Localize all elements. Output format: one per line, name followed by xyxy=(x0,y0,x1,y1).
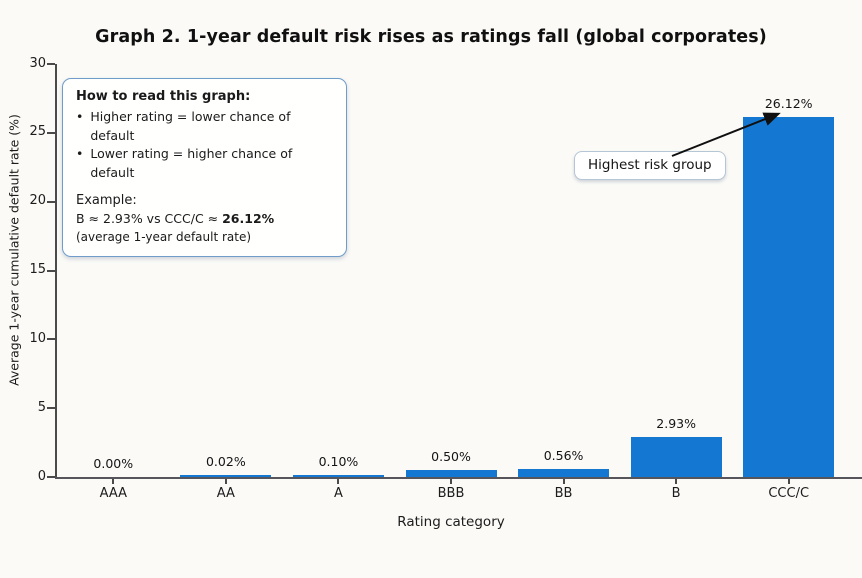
bar-B xyxy=(630,436,722,477)
x-tick-mark xyxy=(337,479,340,484)
how-to-read-box: How to read this graph: • Higher rating … xyxy=(62,78,347,257)
y-tick-mark xyxy=(47,63,55,65)
bar-value-label: 0.00% xyxy=(93,456,134,471)
example-heading: Example: xyxy=(76,193,137,209)
bar-value-label: 0.02% xyxy=(205,454,246,469)
x-tick-label: AA xyxy=(216,486,235,501)
y-tick-mark xyxy=(47,338,55,341)
y-tick-label: 0 xyxy=(37,468,46,484)
bar-A xyxy=(292,475,384,477)
bar-CCC/C xyxy=(743,117,835,477)
x-tick-label: B xyxy=(671,486,681,501)
x-tick-label: A xyxy=(333,486,343,501)
bar-value-label: 26.12% xyxy=(764,96,813,112)
info-bullet-1-text: Higher rating = lower chance of default xyxy=(90,109,291,143)
y-tick-label: 5 xyxy=(37,399,46,415)
x-tick-mark xyxy=(675,479,678,484)
y-tick-mark xyxy=(47,476,55,478)
example-value: 26.12% xyxy=(222,211,275,227)
bullet-icon: • xyxy=(76,109,84,125)
example-prefix: B ≈ 2.93% vs CCC/C ≈ xyxy=(76,211,223,227)
y-tick-mark xyxy=(47,200,55,203)
x-tick-mark xyxy=(787,479,790,484)
bar-value-label: 2.93% xyxy=(656,415,696,431)
x-tick-mark xyxy=(112,479,115,484)
y-axis-spine xyxy=(55,64,57,479)
y-tick-label: 15 xyxy=(29,262,46,277)
x-axis-spine xyxy=(55,477,862,479)
y-tick-mark xyxy=(47,131,55,134)
chart-title: Graph 2. 1-year default risk rises as ra… xyxy=(95,27,767,47)
x-tick-label: BBB xyxy=(437,486,465,501)
x-tick-label: AAA xyxy=(99,486,127,501)
x-tick-mark xyxy=(450,479,452,484)
x-tick-mark xyxy=(224,479,227,484)
x-axis-label: Rating category xyxy=(397,514,505,530)
y-tick-label: 30 xyxy=(29,55,46,71)
highest-risk-callout: Highest risk group xyxy=(574,151,726,180)
bar-BB xyxy=(518,469,610,477)
bar-value-label: 0.56% xyxy=(543,448,584,464)
x-tick-label: CCC/C xyxy=(768,486,810,501)
y-tick-label: 20 xyxy=(29,193,46,209)
y-tick-mark xyxy=(47,407,55,410)
y-tick-label: 25 xyxy=(29,124,46,140)
bar-value-label: 0.50% xyxy=(431,449,471,465)
y-tick-label: 10 xyxy=(29,330,46,346)
x-tick-mark xyxy=(562,479,565,484)
example-note: (average 1-year default rate) xyxy=(76,229,252,244)
info-bullet-1: • Higher rating = lower chance of defaul… xyxy=(76,108,333,145)
info-box-heading: How to read this graph: xyxy=(76,89,251,104)
bar-BBB xyxy=(405,470,497,477)
example-line: B ≈ 2.93% vs CCC/C ≈ 26.12% xyxy=(76,210,333,229)
info-bullet-2-text: Lower rating = higher chance of default xyxy=(90,146,293,180)
bar-value-label: 0.10% xyxy=(318,454,359,469)
x-tick-label: BB xyxy=(554,486,573,501)
y-tick-mark xyxy=(47,269,55,272)
bullet-icon: • xyxy=(76,146,84,162)
bar-AA xyxy=(180,475,272,477)
info-bullet-2: • Lower rating = higher chance of defaul… xyxy=(76,145,333,182)
